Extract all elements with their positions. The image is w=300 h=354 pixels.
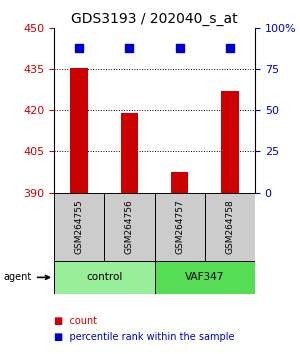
FancyBboxPatch shape [154,261,255,294]
Text: control: control [86,272,122,282]
Text: GSM264757: GSM264757 [175,199,184,254]
Text: agent: agent [4,272,50,282]
Bar [121,113,138,193]
Text: VAF347: VAF347 [185,272,224,282]
Bar [221,91,239,193]
FancyBboxPatch shape [54,261,154,294]
Bar [171,172,188,193]
FancyBboxPatch shape [104,193,154,261]
Text: ■  percentile rank within the sample: ■ percentile rank within the sample [54,332,235,342]
Point [177,45,182,51]
FancyBboxPatch shape [154,193,205,261]
FancyBboxPatch shape [205,193,255,261]
Bar [70,68,88,193]
Title: GDS3193 / 202040_s_at: GDS3193 / 202040_s_at [71,12,238,26]
Point [77,45,82,51]
Point [127,45,132,51]
Point [227,45,232,51]
Text: GSM264756: GSM264756 [125,199,134,254]
FancyBboxPatch shape [54,193,104,261]
Text: GSM264755: GSM264755 [75,199,84,254]
Text: GSM264758: GSM264758 [225,199,234,254]
Text: ■  count: ■ count [54,316,97,326]
